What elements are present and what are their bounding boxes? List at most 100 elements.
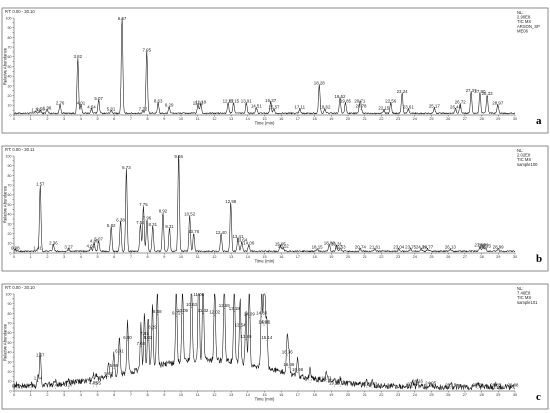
peak-label: 0.08 <box>11 245 20 250</box>
x-tick-label: 2 <box>46 117 48 121</box>
peak-marker <box>220 235 222 236</box>
peak-label: 11.32 <box>198 308 209 313</box>
x-tick-label: 26 <box>446 117 450 121</box>
peak-label: 14.96 <box>258 319 270 324</box>
peak-marker <box>35 112 37 114</box>
peak-marker <box>263 324 265 326</box>
peak-marker <box>144 336 145 338</box>
peak-marker <box>93 243 95 245</box>
peak-marker <box>459 104 461 106</box>
peak-marker <box>316 249 318 251</box>
peak-label: 12.59 <box>219 303 231 308</box>
x-tick-label: 5 <box>96 255 98 259</box>
peak-label: 28.97 <box>492 101 504 106</box>
peak-marker <box>169 229 170 231</box>
peak-label: 28.85 <box>490 382 502 387</box>
peak-label: 8.29 <box>148 324 157 329</box>
peak-label: 25.17 <box>429 104 441 109</box>
peak-marker <box>15 388 17 390</box>
x-tick-label: 30 <box>513 255 517 259</box>
peak-label: 3.82 <box>74 54 83 59</box>
peak-marker <box>202 313 204 314</box>
peak-label: 7.81 <box>140 331 149 336</box>
x-axis-label: Time (min) <box>255 397 275 402</box>
peak-label: 1.57 <box>36 181 45 186</box>
y-tick-label: 40 <box>8 75 12 79</box>
peak-marker <box>245 103 247 105</box>
peak-marker <box>230 204 232 205</box>
peak-label: 16.12 <box>278 244 290 249</box>
x-tick-label: 8 <box>147 255 149 259</box>
peak-marker <box>189 216 191 218</box>
x-tick-label: 20 <box>346 393 350 397</box>
panel-frame <box>1 7 549 134</box>
x-tick-label: 18 <box>312 393 316 397</box>
peak-marker <box>91 109 92 111</box>
peak-label: 6.73 <box>122 165 131 170</box>
peak-label: 15.57 <box>269 105 281 110</box>
x-tick-label: 4 <box>80 117 82 121</box>
x-tick-label: 20 <box>346 255 350 259</box>
peak-marker <box>182 313 183 314</box>
peak-label: 15.02 <box>259 319 271 324</box>
peak-marker <box>113 368 115 370</box>
peak-label: 5.98 <box>110 363 119 368</box>
x-tick-label: 28 <box>479 255 483 259</box>
y-tick-label: 10 <box>8 104 12 108</box>
peak-label: 22.56 <box>385 99 397 104</box>
peak-marker <box>162 213 164 215</box>
x-tick-label: 25 <box>429 255 433 259</box>
peak-marker <box>233 103 234 105</box>
peak-label: 17.11 <box>294 105 305 110</box>
peak-label: 1.41 <box>33 245 42 250</box>
x-tick-label: 12 <box>212 117 216 121</box>
peak-marker <box>512 387 514 389</box>
peak-marker <box>233 311 235 312</box>
peak-label: 13.91 <box>241 99 253 104</box>
peak-marker <box>14 250 16 252</box>
y-tick-label: 80 <box>8 312 12 316</box>
y-tick-label: 80 <box>8 174 12 178</box>
peak-label: 13.54 <box>235 322 247 327</box>
x-tick-label: 1 <box>30 117 32 121</box>
panel-letter: a <box>536 115 542 127</box>
chromatogram-panel-b: RT: 0.00 - 30.11 0 10 20 30 40 50 60 70 80 90 100 0 1… <box>1 145 549 272</box>
rt-range-label: RT: 0.00 - 30.11 <box>5 147 35 152</box>
x-tick-label: 26 <box>446 255 450 259</box>
peak-marker <box>334 385 335 387</box>
x-tick-label: 12 <box>212 393 216 397</box>
peak-label: 7.60 <box>137 341 146 346</box>
peak-label: 10.09 <box>177 308 189 313</box>
peak-marker <box>417 383 418 385</box>
peak-label: 20.78 <box>356 104 368 109</box>
peak-marker <box>430 385 432 387</box>
peak-marker <box>455 109 456 111</box>
peak-marker <box>336 246 337 248</box>
peak-marker <box>477 387 479 389</box>
peak-marker <box>126 170 127 171</box>
peak-label: 8.63 <box>154 99 163 104</box>
x-tick-label: 0 <box>13 117 15 121</box>
peak-marker <box>297 372 298 373</box>
x-tick-label: 10 <box>179 117 183 121</box>
info-line: ARSON_SP <box>517 24 540 29</box>
peak-label: 4.60 <box>87 244 96 249</box>
peak-label: 4.80 <box>90 239 99 244</box>
x-tick-label: 11 <box>196 117 200 121</box>
peak-marker <box>37 250 38 252</box>
x-axis-label: Time (min) <box>255 121 275 126</box>
y-axis-label: Relative Abundance <box>3 47 8 85</box>
x-tick-label: 20 <box>346 117 350 121</box>
peak-label: 13.64 <box>236 238 248 243</box>
peak-marker <box>410 249 411 251</box>
panel-frame <box>1 145 549 272</box>
peak-marker <box>326 380 327 382</box>
peak-marker <box>68 387 69 389</box>
peak-marker <box>255 108 257 110</box>
peak-marker <box>98 101 100 102</box>
peak-label: 27.90 <box>474 243 486 248</box>
peak-marker <box>110 228 112 230</box>
peak-label: 15.14 <box>261 335 273 340</box>
peak-marker <box>157 103 159 105</box>
peak-marker <box>227 103 229 105</box>
